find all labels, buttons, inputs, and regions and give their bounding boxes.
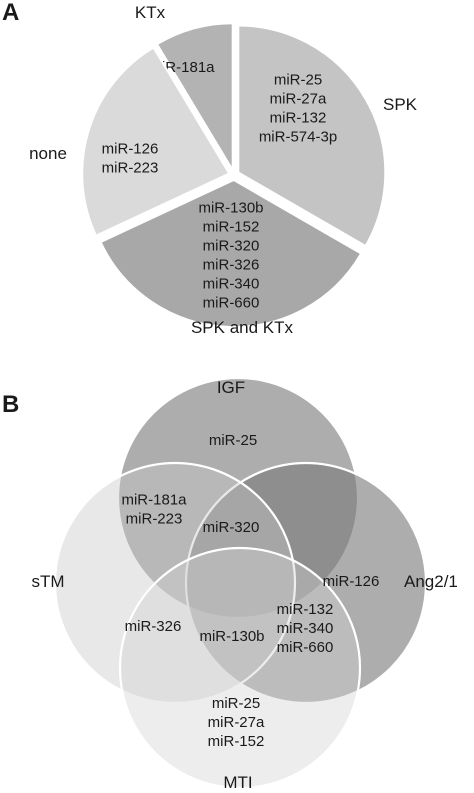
mirna-label: miR-130b <box>198 200 263 217</box>
mirna-label: miR-181a <box>121 492 187 509</box>
mirna-label: miR-660 <box>277 639 334 656</box>
pie-slice-ktx <box>155 22 234 174</box>
venn-circle-mti <box>118 546 362 790</box>
mirna-label: miR-152 <box>208 733 265 750</box>
pie-category-label: SPK and KTx <box>191 318 294 337</box>
venn-set-label-stm: sTM <box>31 572 64 591</box>
mirna-label: miR-27a <box>270 91 327 108</box>
mirna-label: miR-326 <box>125 618 182 635</box>
venn-circle-stm <box>53 461 297 705</box>
pie-slice-spk <box>237 24 387 248</box>
pie-category-label: SPK <box>383 95 418 114</box>
venn-region-igf: miR-25 <box>209 432 257 449</box>
venn-set-label-igf: IGF <box>217 378 245 397</box>
mirna-label: miR-660 <box>203 295 260 312</box>
venn-set-label-ang2-1: Ang2/1 <box>404 572 458 591</box>
venn-set-label-mti: MTI <box>223 773 252 792</box>
mirna-label: miR-25 <box>274 72 322 89</box>
mirna-label: miR-223 <box>102 160 159 177</box>
mirna-label: miR-25 <box>209 432 257 449</box>
mirna-label: miR-320 <box>203 519 260 536</box>
venn-region-ang2-1: miR-126 <box>323 573 380 590</box>
venn-region-stm-mti: miR-326 <box>125 618 182 635</box>
mirna-label: miR-132 <box>270 110 327 127</box>
mirna-label: miR-132 <box>277 601 334 618</box>
venn-region-igf-ang2-1-stm-mti: miR-130b <box>199 628 264 645</box>
mirna-label: miR-574-3p <box>259 129 337 146</box>
mirna-label: miR-25 <box>212 695 260 712</box>
pie-slice-items-spk: miR-25 miR-27a miR-132 miR-574-3p <box>259 72 337 146</box>
panel-b-label: B <box>2 391 19 418</box>
venn-circle-ang2-1 <box>184 461 428 705</box>
mirna-label: miR-340 <box>277 620 334 637</box>
pie-slice-items-spk-and-ktx: miR-130b miR-152 miR-320 miR-326 miR-340 miR-… <box>198 200 263 312</box>
mirna-label: miR-27a <box>208 714 265 731</box>
mirna-label: miR-326 <box>203 257 260 274</box>
venn-region-igf-stm: miR-181a miR-223 <box>121 492 187 528</box>
mirna-label: miR-320 <box>203 238 260 255</box>
mirna-label: miR-152 <box>203 219 260 236</box>
pie-category-label: none <box>29 144 67 163</box>
mirna-label: miR-223 <box>126 511 183 528</box>
venn-region-ang2-1-mti: miR-132 miR-340 miR-660 <box>277 601 334 656</box>
pie-category-label: KTx <box>135 3 166 22</box>
venn-region-mti: miR-25 miR-27a miR-152 <box>208 695 265 750</box>
mirna-label: miR-126 <box>323 573 380 590</box>
pie-slice-items-none: miR-126 miR-223 <box>102 141 159 177</box>
pie-slice-spk-and-ktx <box>99 178 363 328</box>
venn-region-igf-stm-mti: miR-320 <box>203 519 260 536</box>
mirna-label: miR-130b <box>199 628 264 645</box>
pie-slice-none <box>81 46 231 238</box>
mirna-label: miR-126 <box>102 141 159 158</box>
mirna-label: miR-340 <box>203 276 260 293</box>
panel-a-label: A <box>2 0 19 26</box>
